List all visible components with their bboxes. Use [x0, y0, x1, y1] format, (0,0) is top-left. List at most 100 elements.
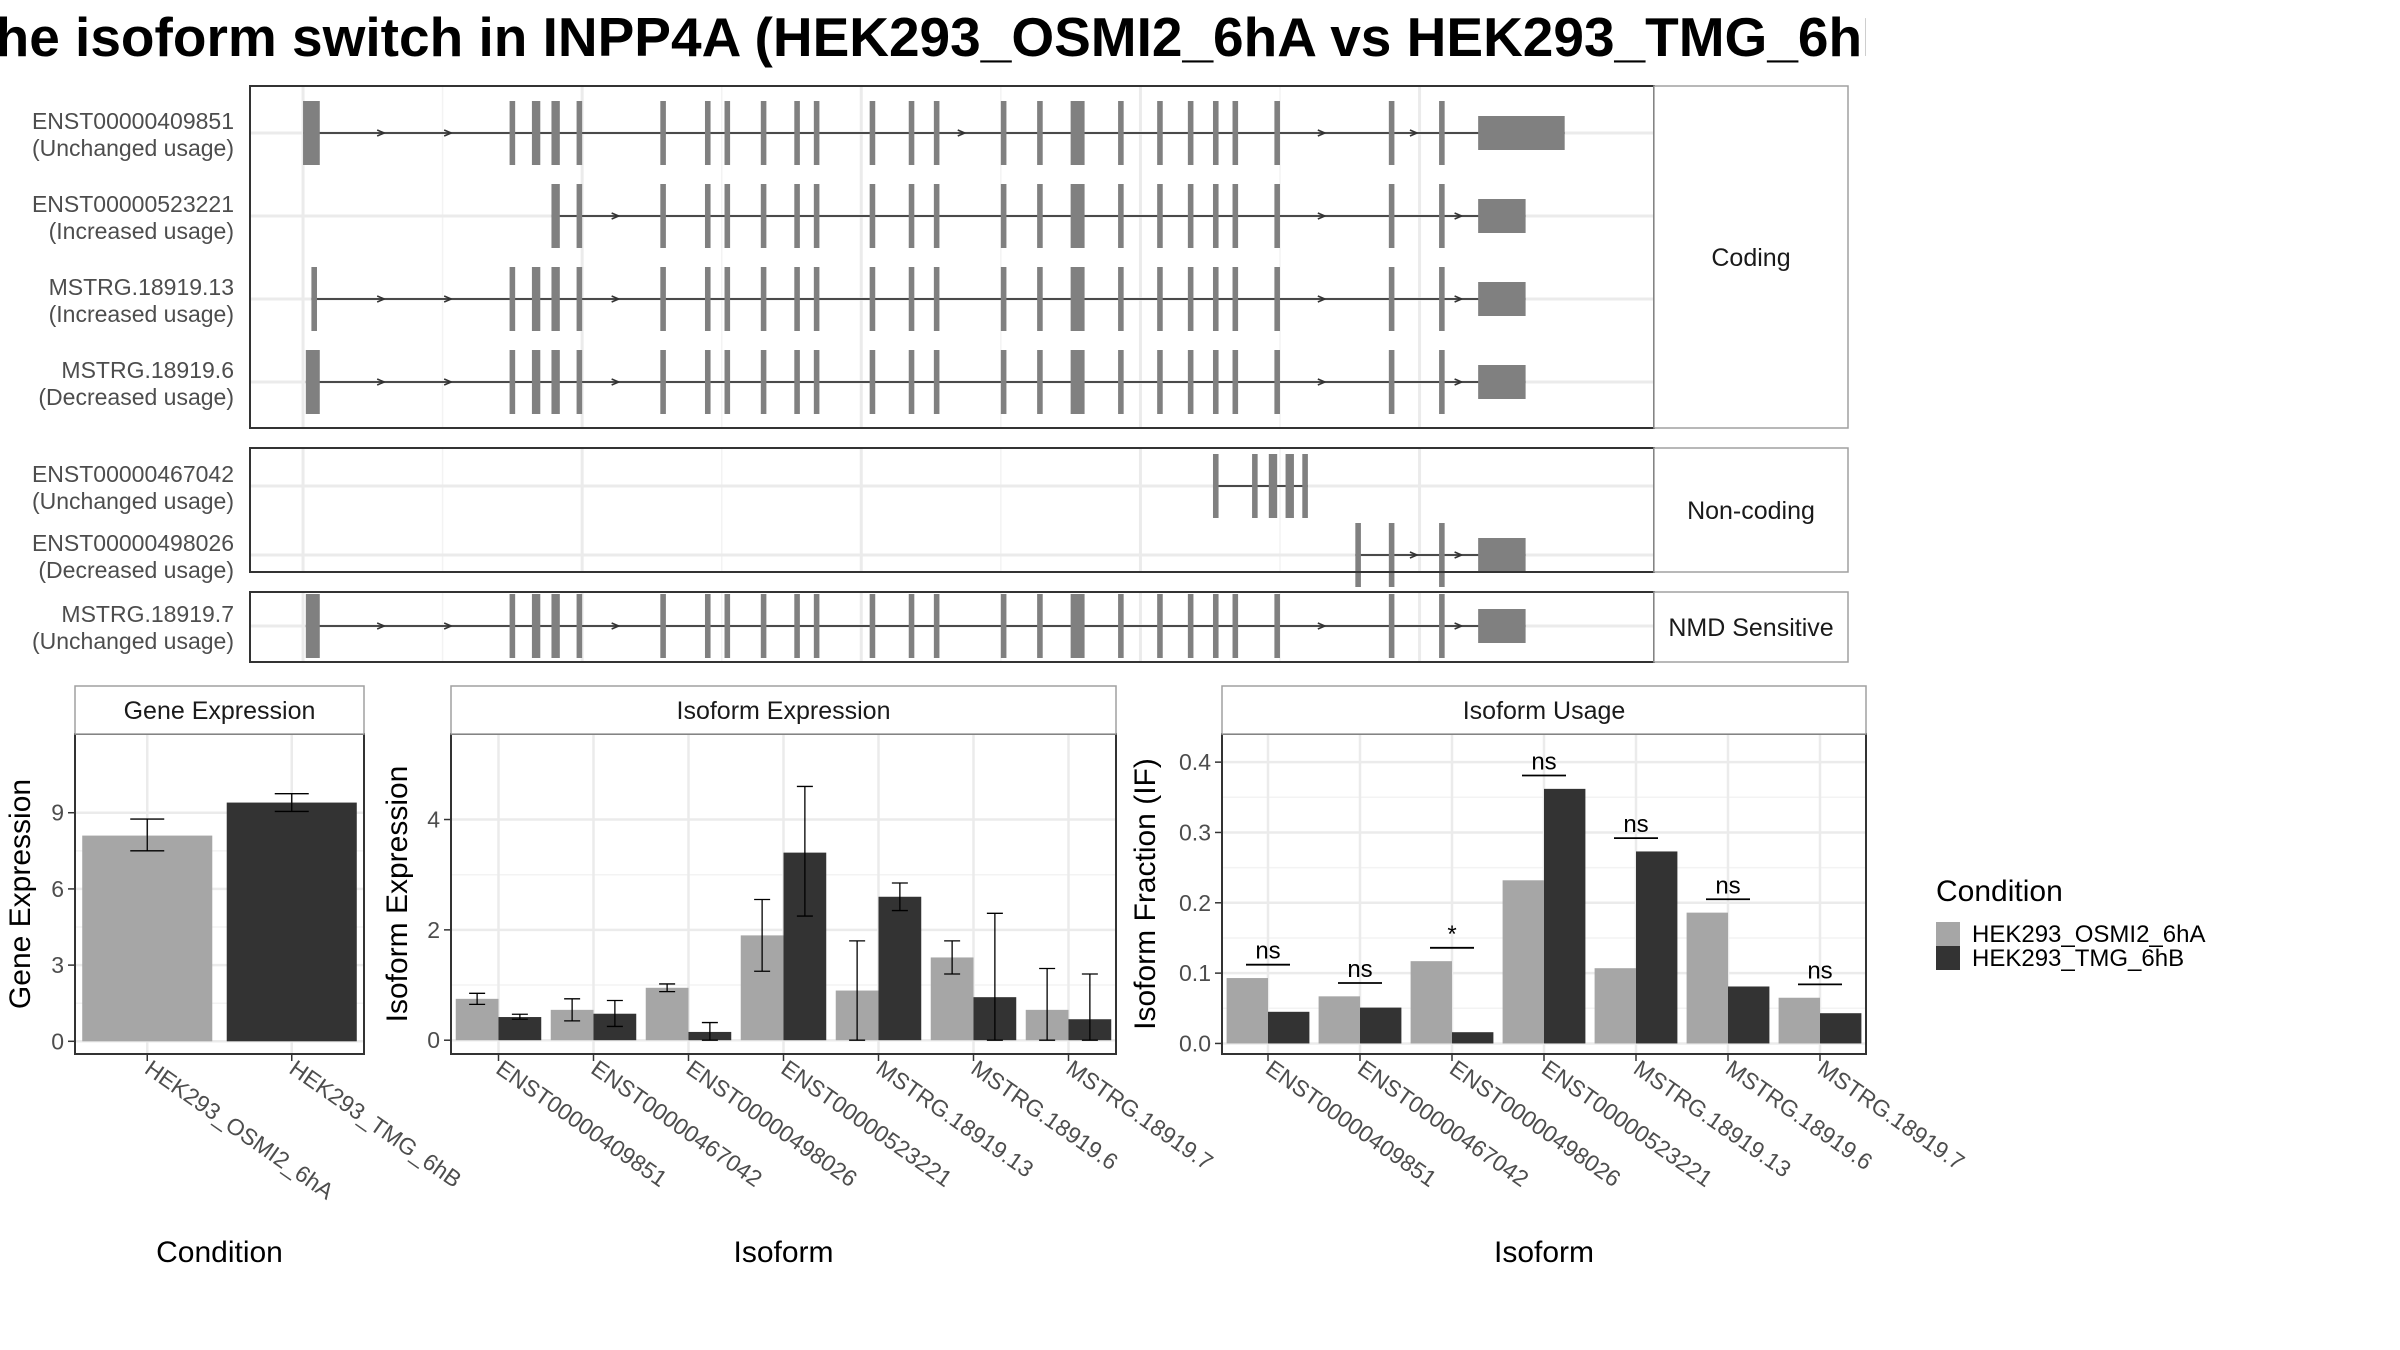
x-tick-label: ENST00000467042 — [587, 1055, 767, 1192]
exon — [1000, 267, 1007, 331]
error-bar — [1039, 967, 1056, 1041]
exon — [794, 184, 800, 248]
exon — [509, 267, 516, 331]
y-tick-label: 0.3 — [1179, 819, 1211, 845]
exon — [551, 184, 560, 248]
bar-enst00000467042-s1 — [1360, 1007, 1402, 1044]
exon — [303, 101, 320, 165]
exon — [1439, 101, 1445, 165]
exon — [1478, 199, 1526, 233]
error-bar — [891, 882, 908, 912]
strand-arrow — [443, 378, 454, 386]
bar-mstrg-18919-13-s0 — [1594, 968, 1636, 1044]
exon — [933, 184, 940, 248]
exon — [551, 594, 560, 658]
exon — [1157, 267, 1163, 331]
error-bar — [469, 992, 486, 1005]
exon — [1157, 350, 1163, 414]
exon — [1212, 594, 1219, 658]
y-tick-label: 0.4 — [1179, 749, 1211, 775]
x-axis-title: Condition — [156, 1236, 283, 1269]
exon — [869, 594, 876, 658]
exon — [576, 267, 583, 331]
strand-arrow — [376, 378, 387, 386]
error-bar — [659, 983, 676, 993]
exon — [1388, 350, 1395, 414]
strand-arrow — [376, 622, 387, 630]
exon — [305, 594, 320, 658]
transcript-row-enst00000498026 — [1355, 523, 1526, 587]
error-bar — [944, 940, 961, 975]
x-tick-label: ENST00000467042 — [1353, 1055, 1533, 1192]
strand-arrow — [611, 622, 621, 630]
exon — [551, 350, 560, 414]
transcript-row-enst00000409851 — [303, 101, 1565, 165]
exon — [869, 350, 876, 414]
transcript-panel-non-coding: ENST00000467042(Unchanged usage) ENST0000… — [32, 447, 1849, 587]
exon — [1037, 184, 1043, 248]
strand-arrow — [1409, 129, 1419, 137]
exon — [1274, 184, 1280, 248]
exon — [1118, 594, 1124, 658]
bar-enst00000498026-s0 — [1410, 961, 1452, 1044]
exon — [1157, 101, 1163, 165]
legend-title: Condition — [1936, 875, 2063, 908]
y-axis-title: Isoform Expression — [381, 766, 414, 1023]
facet-strip — [1653, 85, 1849, 429]
isoform-id-label: MSTRG.18919.13 — [49, 274, 234, 300]
error-bar — [511, 1013, 528, 1020]
exon — [1157, 594, 1163, 658]
exon — [1187, 594, 1194, 658]
exon — [1157, 184, 1163, 248]
exon — [1274, 594, 1280, 658]
exon — [704, 594, 711, 658]
error-bar — [754, 898, 771, 972]
exon — [794, 594, 800, 658]
error-bar — [701, 1021, 718, 1041]
error-bar — [606, 999, 623, 1028]
exon — [724, 350, 731, 414]
strand-arrow — [1317, 295, 1327, 303]
strand-arrow — [611, 212, 621, 220]
x-tick-label: MSTRG.18919.13 — [872, 1055, 1039, 1183]
y-axis-title: Gene Expression — [4, 779, 37, 1009]
x-axis-title: Isoform — [733, 1236, 833, 1269]
exon — [1070, 350, 1085, 414]
bar-mstrg-18919-7-s1 — [1820, 1013, 1862, 1044]
exon — [1070, 184, 1085, 248]
exon — [1285, 454, 1294, 518]
significance-label: ns — [1715, 872, 1740, 899]
exon — [813, 267, 820, 331]
strand-arrow — [443, 295, 454, 303]
exon — [760, 101, 767, 165]
exon — [1070, 594, 1085, 658]
significance-enst00000498026: * — [1430, 921, 1474, 949]
exon — [1037, 101, 1043, 165]
exon — [1037, 267, 1043, 331]
bar-hek293-tmg-6hb-s0 — [226, 802, 357, 1042]
bar-enst00000523221-s1 — [1544, 788, 1586, 1044]
error-bar — [564, 998, 581, 1022]
y-tick-label: 0.2 — [1179, 890, 1211, 916]
exon — [1439, 184, 1445, 248]
strand-arrow — [1317, 378, 1327, 386]
exon — [794, 101, 800, 165]
exon — [704, 267, 711, 331]
exon — [813, 184, 820, 248]
isoform-usage-label: (Unchanged usage) — [32, 135, 234, 161]
y-tick-label: 0 — [427, 1027, 440, 1053]
y-tick-label: 4 — [427, 807, 440, 833]
strand-arrow — [1454, 295, 1464, 303]
bar-hek293-osmi2-6ha-s0 — [82, 835, 213, 1042]
isoform-usage-label: (Decreased usage) — [38, 557, 234, 583]
strand-arrow — [1454, 378, 1464, 386]
exon — [1388, 594, 1395, 658]
significance-label: ns — [1531, 748, 1556, 775]
exon — [1268, 454, 1278, 518]
strand-arrow — [376, 295, 387, 303]
exon — [1232, 350, 1239, 414]
exon — [1478, 538, 1526, 572]
exon — [869, 267, 876, 331]
exon — [509, 350, 516, 414]
x-tick-label: ENST00000523221 — [777, 1055, 957, 1192]
